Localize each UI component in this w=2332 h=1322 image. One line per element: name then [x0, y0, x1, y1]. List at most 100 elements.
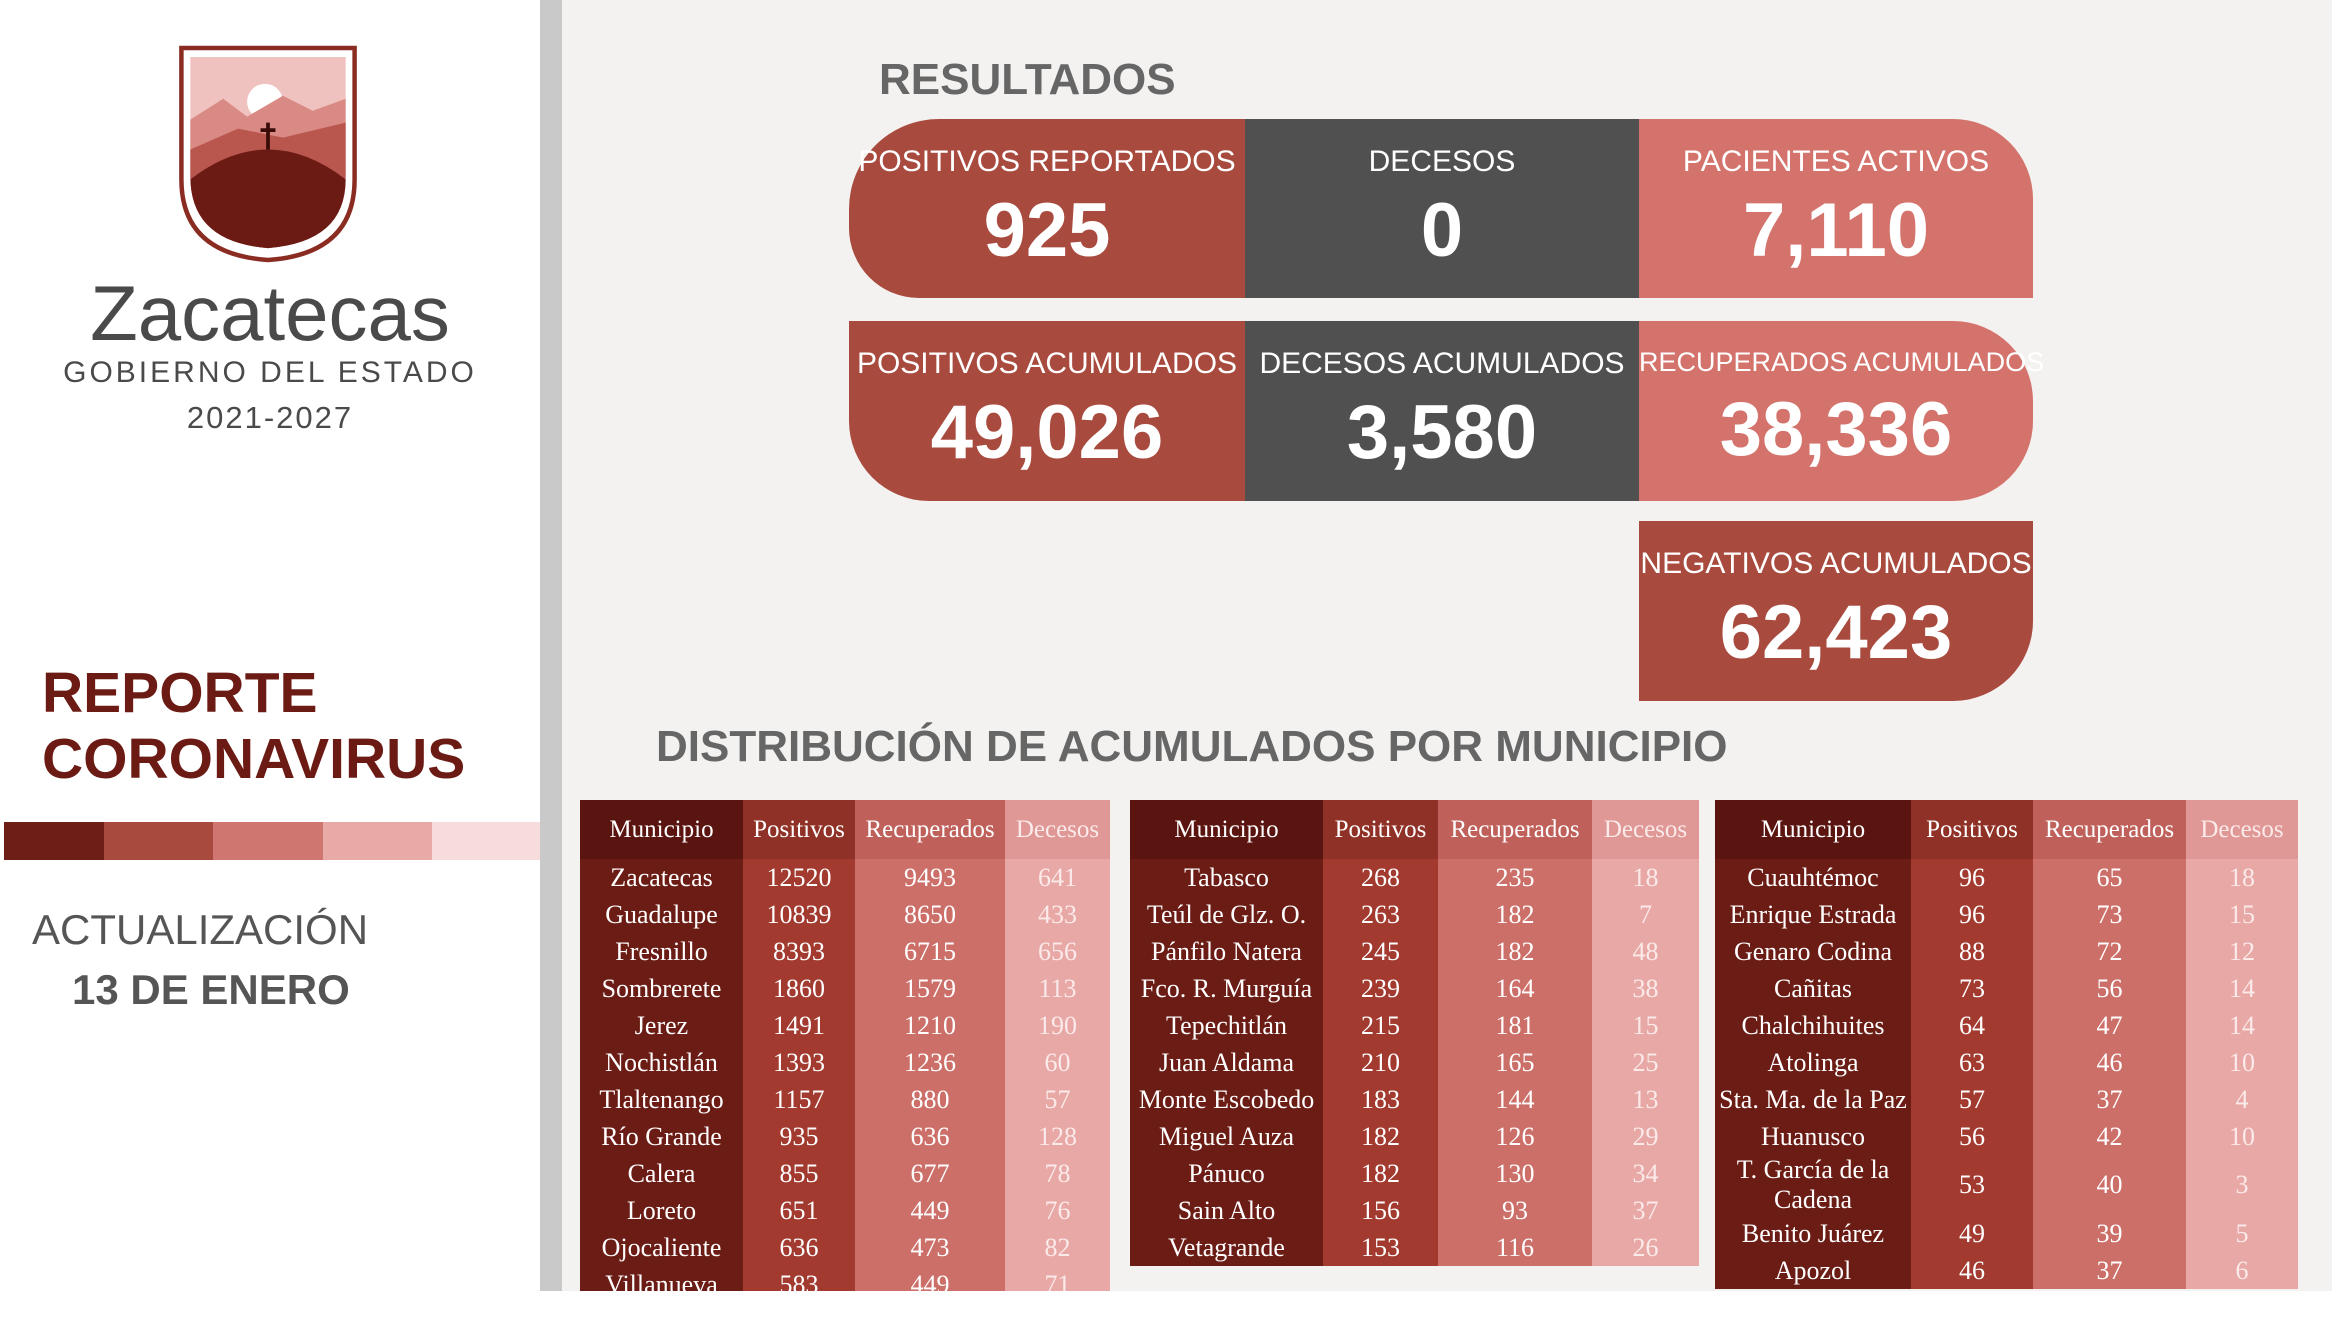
table-row: Atolinga 63 46 10 [1715, 1044, 2298, 1081]
kpi-label: RECUPERADOS ACUMULADOS [1639, 347, 2045, 377]
table-cell: Fresnillo [580, 933, 743, 970]
table-cell: Sta. Ma. de la Paz [1715, 1081, 1911, 1118]
table-wrap: Municipio Positivos Recuperados Decesos Taba… [1130, 800, 1699, 1291]
table-cell: Pánfilo Natera [1130, 933, 1323, 970]
table-cell: 38 [1592, 970, 1699, 1007]
table-cell: 239 [1323, 970, 1438, 1007]
table-row: Tabasco 268 235 18 [1130, 859, 1699, 896]
table-cell: 164 [1438, 970, 1592, 1007]
table-row: Río Grande 935 636 128 [580, 1118, 1110, 1155]
column-header: Positivos [743, 800, 855, 859]
column-header: Decesos [1005, 800, 1110, 859]
table-row: Sta. Ma. de la Paz 57 37 4 [1715, 1081, 2298, 1118]
table-cell: 235 [1438, 859, 1592, 896]
table-cell: 93 [1438, 1192, 1592, 1229]
color-strip [4, 822, 540, 860]
table-cell: 25 [1592, 1044, 1699, 1081]
table-cell: 71 [1005, 1266, 1110, 1291]
table-cell: Huanusco [1715, 1118, 1911, 1155]
table-cell: 12 [2186, 933, 2298, 970]
table-cell: 1210 [855, 1007, 1005, 1044]
header-row: Municipio Positivos Recuperados Decesos [1130, 800, 1699, 859]
table-cell: 7 [1592, 896, 1699, 933]
table-row: Genaro Codina 88 72 12 [1715, 933, 2298, 970]
table-row: Zacatecas 12520 9493 641 [580, 859, 1110, 896]
table-cell: Cuauhtémoc [1715, 859, 1911, 896]
table-cell: Miguel Auza [1130, 1118, 1323, 1155]
table-cell: Jerez [580, 1007, 743, 1044]
table-cell: 10 [2186, 1044, 2298, 1081]
table-cell: Atolinga [1715, 1044, 1911, 1081]
table-cell: 190 [1005, 1007, 1110, 1044]
table-cell: 656 [1005, 933, 1110, 970]
table-cell: 5 [2186, 1215, 2298, 1252]
table-cell: 583 [743, 1266, 855, 1291]
table-cell: 15 [2186, 896, 2298, 933]
header-row: Municipio Positivos Recuperados Decesos [580, 800, 1110, 859]
table-row: Jerez 1491 1210 190 [580, 1007, 1110, 1044]
table-cell: 9493 [855, 859, 1005, 896]
table-cell: 116 [1438, 1229, 1592, 1266]
column-header: Municipio [1130, 800, 1323, 859]
table-cell: Juan Aldama [1130, 1044, 1323, 1081]
table-cell: 72 [2033, 933, 2186, 970]
table-cell: 40 [2033, 1155, 2186, 1215]
table-cell: 3 [2186, 1155, 2298, 1215]
table-cell: 1236 [855, 1044, 1005, 1081]
kpi-value: 0 [1420, 188, 1464, 273]
table-cell: 37 [1592, 1192, 1699, 1229]
table-cell: Tlaltenango [580, 1081, 743, 1118]
table-cell: 29 [1592, 1118, 1699, 1155]
table-cell: 56 [1911, 1118, 2033, 1155]
table-cell: 12520 [743, 859, 855, 896]
table-cell: 153 [1323, 1229, 1438, 1266]
table-cell: 8650 [855, 896, 1005, 933]
column-header: Positivos [1323, 800, 1438, 859]
table-cell: Villanueva [580, 1266, 743, 1291]
kpi-value: 7,110 [1743, 188, 1929, 273]
table-cell: Pánuco [1130, 1155, 1323, 1192]
table-cell: 113 [1005, 970, 1110, 1007]
table-cell: 63 [1911, 1044, 2033, 1081]
table-cell: 449 [855, 1192, 1005, 1229]
table-row: Loreto 651 449 76 [580, 1192, 1110, 1229]
update-label: ACTUALIZACIÓN [32, 906, 369, 953]
kpi-value: 62,423 [1719, 590, 1953, 675]
table-cell: 1860 [743, 970, 855, 1007]
table-cell: 6 [2186, 1252, 2298, 1289]
kpi-card: PACIENTES ACTIVOS 7,110 [1639, 119, 2033, 298]
table-cell: Nochistlán [580, 1044, 743, 1081]
kpi-label: DECESOS [1368, 145, 1516, 178]
table-cell: Cañitas [1715, 970, 1911, 1007]
table-cell: 1157 [743, 1081, 855, 1118]
table-cell: 82 [1005, 1229, 1110, 1266]
update-date: 13 DE ENERO [72, 966, 350, 1013]
table-cell: 57 [1005, 1081, 1110, 1118]
kpi-label: PACIENTES ACTIVOS [1682, 145, 1990, 178]
table-cell: 128 [1005, 1118, 1110, 1155]
table-cell: 46 [2033, 1044, 2186, 1081]
table-row: Nochistlán 1393 1236 60 [580, 1044, 1110, 1081]
table-cell: 156 [1323, 1192, 1438, 1229]
table-cell: 182 [1438, 933, 1592, 970]
table-cell: 641 [1005, 859, 1110, 896]
table-cell: 15 [1592, 1007, 1699, 1044]
table-cell: 245 [1323, 933, 1438, 970]
table-cell: 37 [2033, 1081, 2186, 1118]
table-cell: 18 [1592, 859, 1699, 896]
table-row: Tepechitlán 215 181 15 [1130, 1007, 1699, 1044]
table-row: Villanueva 583 449 71 [580, 1266, 1110, 1291]
logo [179, 45, 357, 263]
table-cell: 935 [743, 1118, 855, 1155]
table-cell: Calera [580, 1155, 743, 1192]
table-cell: 96 [1911, 859, 2033, 896]
table-cell: 65 [2033, 859, 2186, 896]
table-cell: 14 [2186, 1007, 2298, 1044]
table-row: Fco. R. Murguía 239 164 38 [1130, 970, 1699, 1007]
table-cell: Enrique Estrada [1715, 896, 1911, 933]
table-cell: 263 [1323, 896, 1438, 933]
table-cell: Sombrerete [580, 970, 743, 1007]
data-table: Municipio Positivos Recuperados Decesos Taba… [1130, 800, 1699, 1266]
table-cell: 1491 [743, 1007, 855, 1044]
